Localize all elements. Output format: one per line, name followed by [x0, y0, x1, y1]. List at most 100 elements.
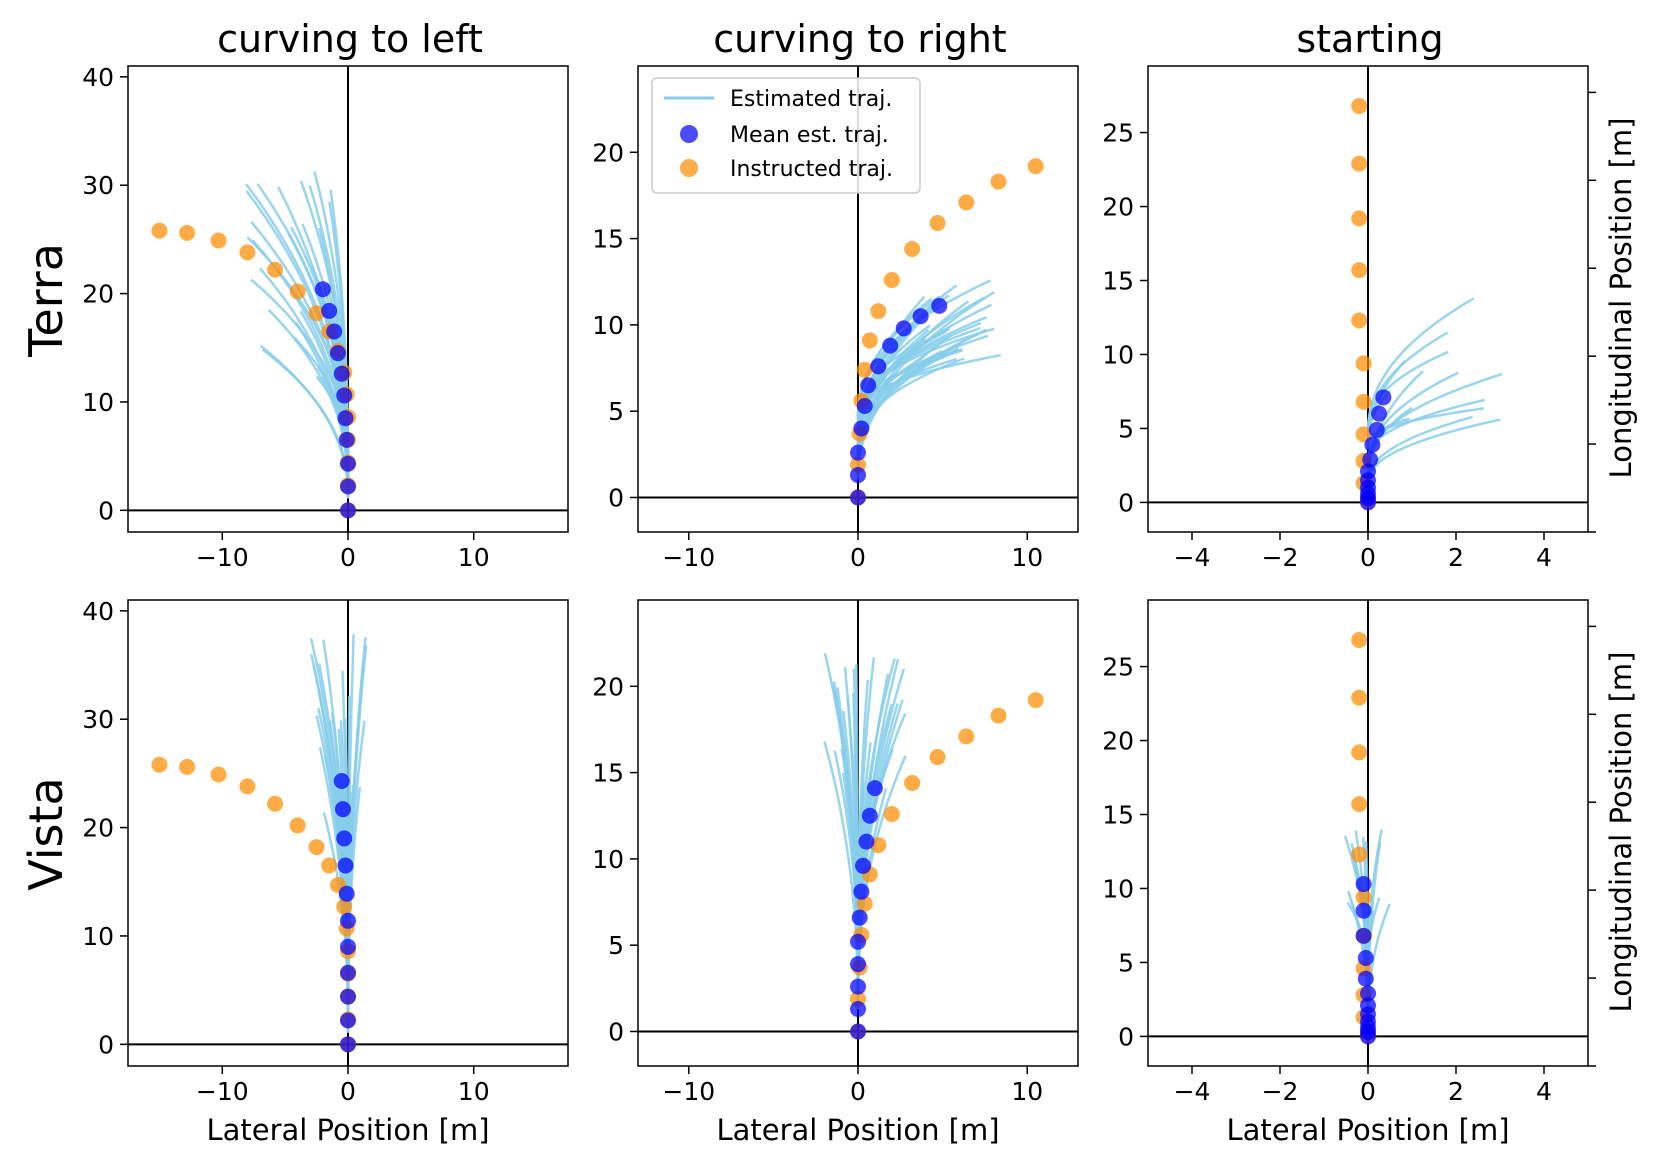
y-tick-label: 5 [1118, 948, 1134, 977]
x-tick-label: 2 [1448, 1077, 1464, 1106]
y-tick-label: 40 [82, 63, 114, 92]
y-tick-label: 0 [98, 1030, 114, 1059]
mean-point [931, 297, 948, 314]
mean-point [882, 337, 899, 354]
x-tick-label: −2 [1262, 543, 1299, 572]
row-label-terra: Terra [19, 243, 73, 358]
legend-frame [651, 77, 921, 194]
mean-point [850, 444, 866, 461]
x-tick-label: 10 [458, 543, 490, 572]
legend-label-mean: Mean est. traj. [730, 123, 889, 148]
mean-point [855, 857, 872, 874]
y-tick-label: 20 [82, 814, 114, 843]
mean-point [850, 933, 866, 950]
instructed-point [239, 778, 256, 795]
instructed-point [870, 303, 887, 320]
y-tick-label: 10 [1102, 874, 1134, 903]
panel-2: −4 −2 0 2 4 0 5 10 15 20 25 [1102, 65, 1596, 572]
mean-point [850, 1001, 866, 1018]
instructed-point [179, 758, 196, 775]
instructed-point [151, 756, 168, 773]
instructed-point [1351, 155, 1368, 172]
instructed-point [210, 232, 227, 249]
instructed-point [1351, 744, 1368, 761]
y-tick-label: 20 [592, 672, 624, 701]
y-tick-label: 5 [1118, 414, 1134, 443]
legend-label-estimated: Estimated traj. [730, 87, 892, 112]
y-tick-label: 0 [1118, 488, 1134, 517]
mean-point [340, 1036, 356, 1053]
y-tick-label: 15 [592, 759, 624, 788]
y-tick-label: 10 [82, 388, 114, 417]
mean-point [340, 478, 356, 495]
x-axis-label-1: Lateral Position [m] [716, 1113, 999, 1147]
x-tick-label: 10 [1011, 543, 1043, 572]
mean-point [340, 912, 356, 929]
instructed-point [1351, 262, 1368, 279]
y-tick-label: 30 [82, 171, 114, 200]
mean-point [340, 938, 356, 955]
y-tick-label: 30 [82, 705, 114, 734]
instructed-point [1351, 796, 1368, 813]
mean-point [853, 420, 870, 437]
x-tick-label: 4 [1536, 1077, 1552, 1106]
estimated-trajectory [856, 291, 995, 476]
instructed-point [1351, 210, 1368, 227]
mean-point [861, 807, 878, 824]
instructed-point [179, 224, 196, 241]
y-tick-label: 20 [82, 280, 114, 309]
mean-point [336, 387, 353, 404]
instructed-point [267, 261, 284, 278]
x-tick-label: −2 [1262, 1077, 1299, 1106]
mean-point [340, 502, 356, 519]
col-title-1: curving to right [713, 17, 1006, 61]
x-tick-label: 10 [458, 1077, 490, 1106]
x-tick-label: −4 [1174, 543, 1211, 572]
right-y-axis-label-vista: Longitudinal Position [m] [1604, 652, 1638, 1013]
x-tick-label: −10 [196, 543, 249, 572]
mean-point [334, 801, 351, 818]
x-axis-label-2: Lateral Position [m] [1226, 1113, 1509, 1147]
mean-point [1357, 950, 1374, 967]
instructed-point [289, 283, 306, 300]
panel-5: −4 −2 0 2 4 0 5 10 15 20 25 [1102, 599, 1596, 1106]
instructed-point [990, 173, 1007, 190]
mean-point [850, 956, 866, 973]
y-tick-label: 15 [592, 225, 624, 254]
panel-0: −10 0 10 0 10 20 30 40 [82, 63, 569, 572]
y-tick-label: 15 [1102, 801, 1134, 830]
y-tick-label: 0 [1118, 1022, 1134, 1051]
mean-point [338, 885, 355, 902]
mean-point [1357, 970, 1374, 987]
y-tick-label: 10 [592, 845, 624, 874]
instructed-point [856, 895, 873, 912]
mean-point [853, 883, 870, 900]
mean-point [1371, 405, 1387, 422]
instructed-point [1355, 889, 1372, 906]
x-tick-label: 0 [850, 543, 866, 572]
x-tick-label: 0 [850, 1077, 866, 1106]
y-tick-label: 20 [1102, 193, 1134, 222]
mean-point [333, 365, 350, 382]
mean-point [850, 467, 866, 484]
right-y-axis-label-terra: Longitudinal Position [m] [1604, 118, 1638, 479]
mean-point [1364, 436, 1381, 453]
mean-point [1362, 451, 1379, 468]
y-tick-label: 20 [1102, 727, 1134, 756]
plot-area-5 [1148, 600, 1588, 1066]
x-tick-label: −10 [662, 1077, 715, 1106]
instructed-point [336, 898, 353, 915]
plot-area-2 [1148, 66, 1588, 532]
mean-point [1375, 389, 1392, 406]
x-tick-label: −10 [662, 543, 715, 572]
mean-point [1360, 985, 1376, 1002]
col-title-0: curving to left [217, 17, 483, 61]
legend: Estimated traj. Mean est. traj. Instruct… [651, 77, 921, 194]
instructed-point [267, 795, 284, 812]
x-tick-label: 4 [1536, 543, 1552, 572]
instructed-point [904, 774, 921, 791]
mean-point [329, 345, 346, 362]
x-tick-label: 0 [1360, 1077, 1376, 1106]
y-tick-label: 15 [1102, 267, 1134, 296]
